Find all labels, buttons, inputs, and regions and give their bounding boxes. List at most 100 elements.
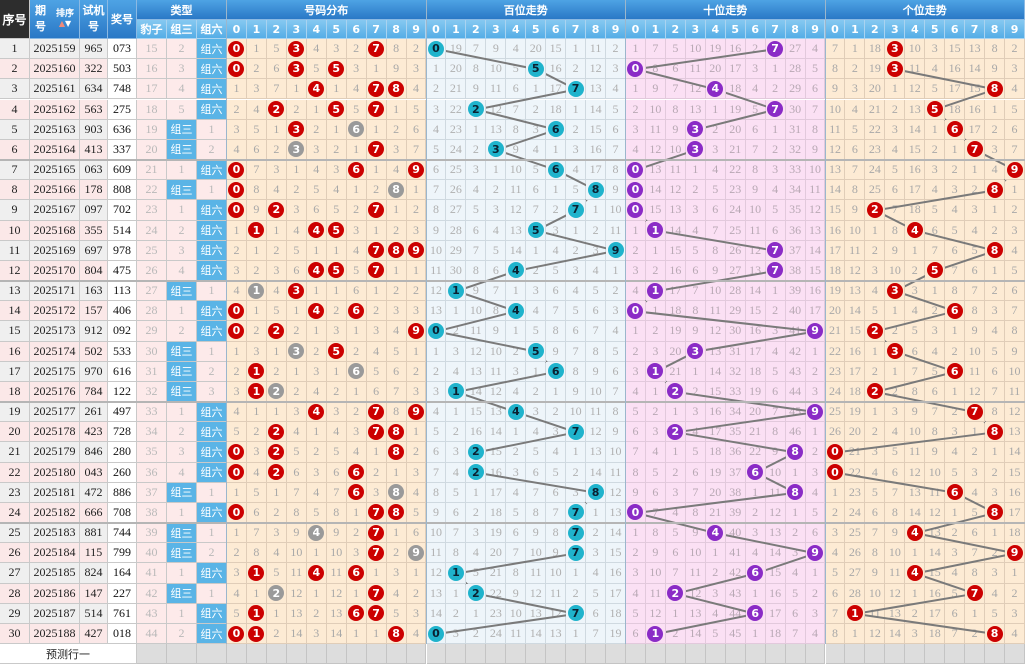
tens-trend-cell: 0	[626, 502, 646, 524]
hundreds-trend-cell: 15	[606, 543, 626, 564]
prediction-cell[interactable]	[526, 644, 547, 664]
omission-value: 13	[1008, 424, 1021, 439]
prediction-cell[interactable]	[745, 644, 766, 664]
omission-value: 3	[1011, 222, 1018, 237]
prediction-cell[interactable]	[366, 644, 387, 664]
sort-button[interactable]: 排序 ▲▼	[56, 10, 74, 29]
prediction-cell[interactable]	[825, 644, 846, 664]
tens-trend-cell: 4	[745, 543, 766, 564]
prediction-cell[interactable]	[546, 644, 567, 664]
prediction-cell[interactable]	[705, 644, 726, 664]
units-trend-cell: 4	[985, 321, 1006, 342]
hundreds-trend-cell: 27	[446, 200, 467, 221]
prediction-cell[interactable]	[665, 644, 686, 664]
row-index: 20	[0, 422, 30, 443]
omission-value: 2	[772, 81, 779, 96]
type-omission: 43	[137, 603, 167, 624]
prediction-cell[interactable]	[326, 644, 347, 664]
omission-value: 9	[293, 525, 300, 540]
omission-value: 1	[273, 121, 280, 136]
distribution-hit-ball: 0	[228, 322, 245, 339]
tens-trend-cell: 45	[725, 623, 746, 645]
distribution-cell: 8	[326, 502, 347, 524]
type-omission: 3	[167, 442, 197, 463]
prediction-cell[interactable]	[406, 644, 427, 664]
prediction-cell[interactable]	[306, 644, 327, 664]
prediction-cell[interactable]	[945, 644, 966, 664]
prediction-cell[interactable]	[606, 644, 626, 664]
prediction-cell[interactable]	[506, 644, 527, 664]
header-issue[interactable]: 期 号 排序 ▲▼	[30, 0, 80, 39]
prediction-cell[interactable]	[466, 644, 487, 664]
distribution-cell: 1	[386, 523, 407, 544]
omission-value: 2	[512, 444, 519, 459]
prediction-cell[interactable]	[685, 644, 706, 664]
distribution-hit-ball: 6	[348, 484, 365, 501]
omission-value: 5	[293, 242, 300, 257]
prediction-cell[interactable]	[486, 644, 507, 664]
units-trend-cell: 6	[945, 119, 966, 140]
digit-label: 0	[631, 22, 640, 36]
prediction-cell[interactable]	[785, 644, 806, 664]
prediction-cell[interactable]	[725, 644, 746, 664]
omission-value: 5	[592, 283, 599, 298]
omission-value: 8	[592, 343, 599, 358]
prediction-cell[interactable]	[167, 644, 197, 664]
prediction-cell[interactable]	[865, 644, 886, 664]
prediction-cell[interactable]	[885, 644, 906, 664]
prediction-cell[interactable]	[246, 644, 267, 664]
prediction-cell[interactable]	[645, 644, 666, 664]
omission-value: 5	[652, 464, 659, 479]
distribution-cell: 7	[366, 39, 387, 60]
tens-trend-cell: 7	[745, 139, 766, 160]
prediction-cell[interactable]	[197, 644, 227, 664]
header-hundreds-trend-digit-6: 6	[546, 20, 567, 39]
units-trend-cell: 5	[965, 502, 986, 524]
omission-value: 4	[333, 182, 340, 197]
omission-value: 15	[549, 41, 562, 56]
prediction-cell[interactable]	[446, 644, 467, 664]
prediction-cell[interactable]	[566, 644, 587, 664]
type-omission: 44	[137, 623, 167, 645]
omission-value: 16	[809, 283, 822, 298]
distribution-cell: 1	[246, 381, 267, 403]
prediction-cell[interactable]	[626, 644, 646, 664]
omission-value: 13	[749, 262, 762, 277]
units-trend-cell: 5	[1005, 260, 1025, 282]
omission-value: 7	[891, 484, 898, 499]
omission-value: 12	[649, 141, 662, 156]
row-draw-label: 275	[113, 101, 131, 116]
omission-value: 3	[532, 121, 539, 136]
prediction-cell[interactable]	[805, 644, 826, 664]
tens-trend-cell: 5	[745, 99, 766, 120]
distribution-cell: 7	[286, 482, 307, 503]
omission-value: 4	[752, 81, 759, 96]
tens-trend-cell: 45	[785, 402, 806, 423]
prediction-cell[interactable]	[985, 644, 1006, 664]
omission-value: 2	[472, 141, 479, 156]
omission-value: 3	[532, 283, 539, 298]
omission-value: 4	[452, 363, 459, 378]
prediction-cell[interactable]	[765, 644, 786, 664]
hundreds-trend-cell: 2	[566, 119, 587, 140]
prediction-cell[interactable]	[426, 644, 447, 664]
hundreds-trend-hit-ball: 4	[507, 262, 524, 279]
prediction-cell[interactable]	[266, 644, 287, 664]
prediction-cell[interactable]	[1005, 644, 1025, 664]
prediction-cell[interactable]	[845, 644, 866, 664]
units-trend-cell: 8	[885, 220, 906, 241]
prediction-cell[interactable]	[586, 644, 607, 664]
row-issue-label: 2025175	[33, 363, 76, 378]
prediction-cell[interactable]	[227, 644, 247, 664]
prediction-cell[interactable]	[346, 644, 367, 664]
prediction-cell[interactable]	[925, 644, 946, 664]
prediction-cell[interactable]	[286, 644, 307, 664]
prediction-cell[interactable]	[965, 644, 986, 664]
omission-value: 9	[911, 404, 918, 419]
omission-value: 1	[911, 585, 918, 600]
prediction-cell[interactable]	[386, 644, 407, 664]
omission-value: 1	[313, 283, 320, 298]
prediction-cell[interactable]	[137, 644, 167, 664]
omission-value: 3	[233, 383, 240, 398]
prediction-cell[interactable]	[905, 644, 926, 664]
